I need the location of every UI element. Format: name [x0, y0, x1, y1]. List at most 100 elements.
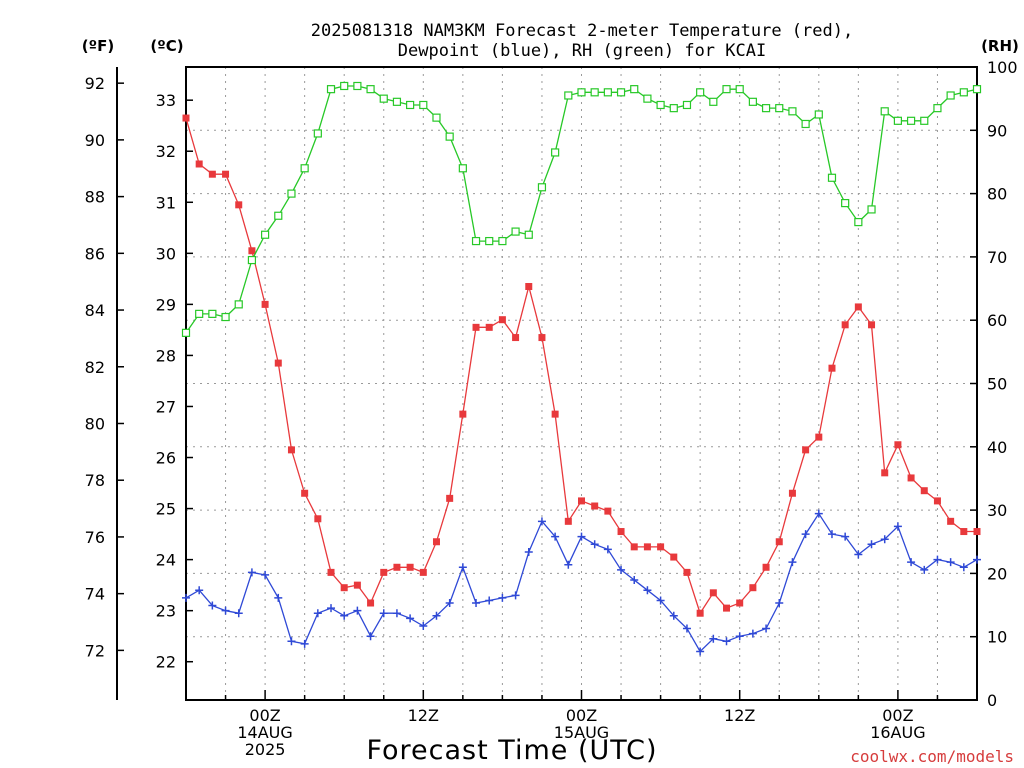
rh-point [261, 230, 270, 239]
dewpoint-point [379, 609, 388, 618]
rh-point [406, 100, 415, 110]
temperature-point [775, 538, 783, 546]
rh-point [906, 116, 916, 125]
temperature-point [762, 563, 770, 571]
fahrenheit-tick-label: 84 [85, 301, 105, 320]
dewpoint-point [261, 570, 270, 579]
dewpoint-point [419, 621, 428, 630]
dewpoint-point [195, 586, 204, 595]
temperature-point [261, 300, 269, 308]
fahrenheit-tick-label: 88 [85, 188, 105, 207]
dewpoint-point [656, 596, 665, 605]
dewpoint-point [537, 517, 546, 526]
temperature-point [380, 568, 388, 576]
rh-point [340, 81, 349, 91]
fahrenheit-tick-label: 78 [85, 471, 105, 490]
dewpoint-point [630, 576, 639, 585]
temperature-point [723, 604, 731, 612]
celsius-tick-label: 29 [156, 295, 176, 314]
temperature-point [709, 589, 717, 597]
series-layer [181, 81, 982, 656]
rh-point [485, 236, 494, 246]
dewpoint-point [907, 558, 916, 567]
temperature-point [393, 563, 401, 571]
dewpoint-point [432, 611, 441, 620]
temperature-point [222, 170, 230, 178]
dewpoint-point [801, 530, 810, 539]
rh-point [761, 104, 771, 113]
temperature-point [485, 323, 493, 331]
rh-point [867, 205, 876, 214]
fahrenheit-tick-label: 80 [85, 414, 105, 433]
dewpoint-point [880, 535, 889, 544]
rh-point [814, 110, 823, 119]
rh-point [181, 328, 191, 337]
temperature-point [854, 303, 862, 311]
rh-point [722, 85, 731, 94]
rh-point [616, 88, 626, 97]
temperature-point [301, 489, 309, 497]
temperature-point [788, 489, 796, 497]
rh-point [669, 104, 678, 113]
rh-point [735, 85, 744, 94]
temperature-point [920, 487, 928, 495]
rh-point [221, 312, 230, 322]
temperature-point [419, 568, 427, 576]
rh-tick-label: 10 [987, 628, 1007, 647]
dewpoint-point [920, 565, 929, 574]
fahrenheit-tick-label: 92 [85, 74, 105, 93]
rh-point [366, 85, 375, 94]
temperature-series [182, 114, 981, 617]
temperature-point [604, 507, 612, 515]
dewpoint-point [669, 611, 678, 620]
rh-point [841, 198, 850, 208]
rh-point [208, 309, 217, 318]
temperature-point [815, 433, 823, 441]
dewpoint-point [485, 596, 494, 605]
dewpoint-point [498, 593, 507, 602]
rh-point [643, 94, 652, 103]
dewpoint-point [221, 606, 230, 615]
rh-point [445, 132, 454, 141]
dewpoint-point [577, 532, 586, 541]
rh-point [577, 88, 586, 97]
dewpoint-point [827, 530, 836, 539]
temperature-point [881, 469, 889, 477]
rh-tick-label: 0 [987, 691, 997, 710]
x-tick-label: 16AUG [870, 723, 925, 742]
rh-point [788, 107, 797, 116]
rh-point [195, 309, 204, 318]
x-tick-label: 00Z [249, 706, 280, 725]
dewpoint-point [748, 629, 757, 638]
rh-point [709, 97, 718, 106]
rh-point [419, 100, 428, 110]
rh-tick-label: 30 [987, 501, 1007, 520]
dewpoint-point [841, 532, 850, 541]
rh-point [682, 100, 692, 110]
rh-point [247, 255, 257, 265]
dewpoint-point [735, 632, 744, 641]
x-tick-label: 15AUG [554, 723, 609, 742]
celsius-tick-label: 22 [156, 653, 176, 672]
rh-point [959, 88, 968, 97]
temperature-point [868, 321, 876, 329]
temperature-point [578, 497, 585, 505]
dewpoint-point [445, 599, 454, 608]
temperature-point [353, 581, 361, 589]
x-tick-label: 14AUG [237, 723, 292, 742]
temperature-point [802, 446, 810, 454]
dewpoint-point [327, 604, 336, 613]
temperature-point [643, 543, 651, 551]
fahrenheit-tick-label: 90 [85, 131, 105, 150]
celsius-tick-label: 32 [156, 142, 176, 161]
temperature-point [933, 497, 941, 505]
dewpoint-point [247, 568, 256, 577]
temperature-point [828, 364, 836, 372]
dewpoint-point [340, 611, 349, 620]
celsius-tick-label: 30 [156, 244, 176, 263]
temperature-point [683, 568, 691, 576]
temperature-point [551, 410, 559, 418]
rh-point [326, 85, 336, 94]
dewpoint-point [472, 599, 481, 608]
